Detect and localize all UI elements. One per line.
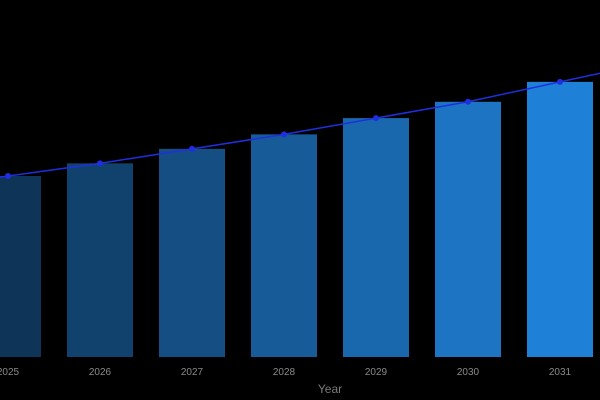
x-tick-2026: 2026 [89,367,112,378]
bar-2025 [0,176,41,357]
bar-2029 [343,118,409,357]
x-tick-2029: 2029 [365,367,388,378]
line-point-2028 [281,131,287,138]
line-point-2026 [97,160,103,167]
line-point-2030 [465,98,471,105]
bar-2026 [67,163,133,357]
line-point-2031 [557,78,563,85]
line-point-2029 [373,115,379,122]
x-tick-labels: 2025 2026 2027 2028 2029 2030 2031 [0,367,572,378]
bar-2031 [527,81,593,357]
bars [0,81,593,357]
bar-2030 [435,101,501,357]
line-point-2025 [5,173,11,179]
x-tick-2027: 2027 [181,367,204,378]
x-tick-2025: 2025 [0,367,20,378]
x-tick-2031: 2031 [549,367,572,378]
bar-2028 [251,134,317,357]
x-axis-label: Year [318,382,342,396]
bar-2027 [159,148,225,357]
trend-line-group [0,72,600,179]
x-tick-2028: 2028 [273,367,296,378]
x-tick-2030: 2030 [457,367,480,378]
line-point-2027 [189,145,195,152]
